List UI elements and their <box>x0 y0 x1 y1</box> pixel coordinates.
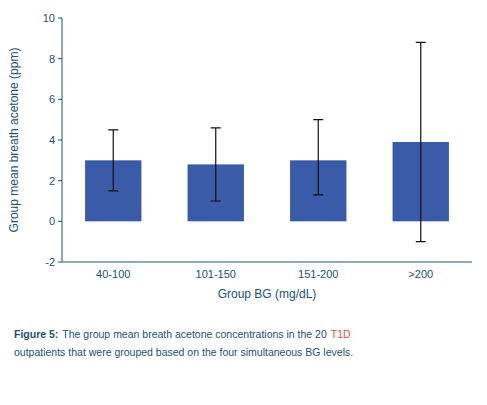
chart: -2 0 2 4 6 8 10 40-100 101-150 151-200 >200 Group B… <box>0 0 487 405</box>
x-axis <box>62 262 472 263</box>
y-tick-label: 8 <box>49 53 55 65</box>
caption-part: Figure 5: <box>14 328 58 340</box>
y-tick <box>58 140 62 141</box>
y-tick-label: 0 <box>49 215 55 227</box>
y-tick-label: 6 <box>49 93 55 105</box>
error-bar <box>211 128 221 201</box>
error-bar <box>416 42 426 241</box>
x-tick-label: 101-150 <box>196 268 236 280</box>
error-bar <box>108 130 118 191</box>
y-axis-label: Group mean breath acetone (ppm) <box>7 48 21 233</box>
y-tick <box>58 221 62 222</box>
y-tick-label: 10 <box>43 12 55 24</box>
caption-line: Figure 5: The group mean breath acetone c… <box>14 328 351 340</box>
y-tick <box>58 180 62 181</box>
y-tick <box>58 18 62 19</box>
error-bar <box>313 120 323 195</box>
y-tick <box>58 58 62 59</box>
y-tick-label: 2 <box>49 175 55 187</box>
x-tick-label: 40-100 <box>96 268 130 280</box>
x-axis-label: Group BG (mg/dL) <box>218 287 317 301</box>
caption-part: The group mean breath acetone concentrat… <box>62 328 327 340</box>
caption-part: T1D <box>331 328 351 340</box>
y-tick <box>58 262 62 263</box>
x-tick-label: >200 <box>408 268 433 280</box>
y-tick-label: -2 <box>45 256 55 268</box>
y-axis <box>62 18 63 262</box>
x-tick-label: 151-200 <box>298 268 338 280</box>
y-tick <box>58 99 62 100</box>
y-tick-label: 4 <box>49 134 55 146</box>
plot-marks <box>85 42 449 241</box>
caption-line: outpatients that were grouped based on t… <box>14 346 353 358</box>
